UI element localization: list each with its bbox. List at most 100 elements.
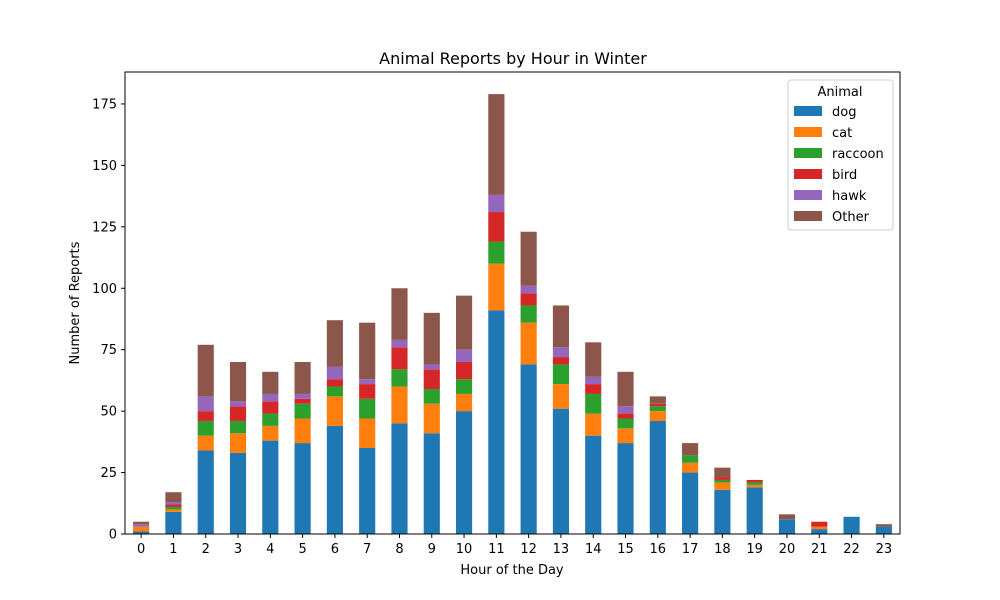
- bar-cat-hour-14: [585, 413, 602, 436]
- bar-hawk-hour-4: [262, 393, 279, 402]
- x-tick-label: 14: [585, 542, 602, 557]
- legend-swatch-dog: [794, 106, 822, 116]
- bar-bird-hour-12: [520, 293, 537, 306]
- x-tick-label: 6: [331, 542, 339, 557]
- legend-label-dog: dog: [832, 105, 856, 120]
- y-tick-label: 0: [109, 528, 117, 543]
- bar-hawk-hour-13: [552, 347, 570, 358]
- bar-cat-hour-17: [682, 462, 699, 473]
- x-tick-label: 18: [714, 542, 731, 557]
- bar-dog-hour-20: [778, 519, 796, 534]
- bar-hawk-hour-12: [520, 285, 537, 294]
- bar-other-hour-16: [649, 396, 666, 404]
- bar-raccoon-hour-14: [585, 393, 602, 414]
- bar-hawk-hour-6: [326, 366, 343, 380]
- x-tick-label: 5: [298, 542, 306, 557]
- bar-hawk-hour-14: [585, 376, 602, 385]
- bar-bird-hour-7: [359, 384, 376, 399]
- bar-raccoon-hour-18: [714, 479, 731, 483]
- bar-bird-hour-9: [423, 369, 440, 390]
- bar-bird-hour-10: [455, 361, 473, 380]
- bar-other-hour-23: [875, 524, 892, 527]
- y-tick-label: 175: [92, 97, 117, 112]
- x-tick-label: 13: [553, 542, 570, 557]
- bar-hawk-hour-11: [488, 194, 505, 213]
- x-tick-label: 0: [137, 542, 145, 557]
- bar-other-hour-18: [714, 467, 731, 478]
- bar-hawk-hour-2: [197, 396, 214, 412]
- bar-dog-hour-17: [682, 472, 699, 534]
- bar-dog-hour-4: [262, 440, 279, 534]
- bar-raccoon-hour-2: [197, 420, 214, 436]
- x-tick-label: 21: [811, 542, 828, 557]
- bar-cat-hour-21: [811, 526, 828, 530]
- bar-hawk-hour-15: [617, 406, 634, 414]
- bar-raccoon-hour-4: [262, 413, 279, 426]
- bar-cat-hour-19: [746, 484, 763, 488]
- bar-hawk-hour-9: [423, 364, 440, 370]
- bar-dog-hour-12: [520, 364, 537, 534]
- bar-bird-hour-14: [585, 384, 602, 394]
- bar-raccoon-hour-13: [552, 364, 570, 385]
- x-tick-label: 3: [234, 542, 242, 557]
- bar-raccoon-hour-6: [326, 386, 343, 397]
- legend-label-cat: cat: [832, 126, 852, 141]
- legend: Animal dog cat raccoon bird hawk Other: [787, 79, 894, 231]
- bar-other-hour-9: [423, 312, 440, 365]
- bar-dog-hour-13: [552, 408, 570, 534]
- bar-hawk-hour-5: [294, 393, 311, 399]
- bar-bird-hour-2: [197, 411, 214, 421]
- y-tick-label: 125: [92, 220, 117, 235]
- bar-dog-hour-5: [294, 443, 311, 534]
- bar-other-hour-11: [488, 94, 505, 195]
- legend-swatch-bird: [794, 169, 822, 179]
- bar-cat-hour-3: [229, 433, 247, 453]
- bar-raccoon-hour-1: [165, 506, 182, 510]
- bar-bird-hour-11: [488, 212, 505, 242]
- bar-cat-hour-2: [197, 435, 214, 451]
- bar-raccoon-hour-12: [520, 305, 537, 323]
- bar-dog-hour-23: [875, 526, 892, 534]
- legend-title: Animal: [818, 85, 863, 100]
- bar-dog-hour-19: [746, 487, 763, 534]
- bar-cat-hour-9: [423, 403, 440, 434]
- legend-items: dog cat raccoon bird hawk Other: [794, 105, 884, 225]
- bar-dog-hour-22: [843, 516, 860, 534]
- bar-dog-hour-15: [617, 443, 634, 534]
- bar-bird-hour-4: [262, 401, 279, 414]
- legend-label-bird: bird: [832, 168, 857, 183]
- bar-cat-hour-6: [326, 396, 343, 426]
- legend-label-other: Other: [832, 210, 870, 225]
- x-tick-label: 20: [779, 542, 796, 557]
- bar-cat-hour-0: [133, 526, 150, 532]
- bar-bird-hour-21: [811, 521, 828, 527]
- bar-bird-hour-13: [552, 357, 570, 365]
- y-tick-label: 50: [100, 405, 117, 420]
- bar-other-hour-6: [326, 320, 343, 367]
- y-tick-label: 25: [100, 466, 117, 481]
- bar-other-hour-3: [229, 361, 247, 402]
- bar-hawk-hour-3: [229, 401, 247, 407]
- bar-hawk-hour-1: [165, 502, 182, 505]
- x-tick-label: 11: [488, 542, 505, 557]
- bar-bird-hour-8: [391, 347, 408, 370]
- bar-raccoon-hour-19: [746, 482, 763, 485]
- bar-dog-hour-1: [165, 511, 182, 534]
- bar-other-hour-13: [552, 305, 570, 348]
- x-tick-label: 12: [520, 542, 537, 557]
- bar-dog-hour-16: [649, 420, 666, 534]
- bar-bird-hour-19: [746, 479, 763, 483]
- y-tick-label: 75: [100, 343, 117, 358]
- bar-raccoon-hour-11: [488, 241, 505, 264]
- x-tick-label: 10: [456, 542, 473, 557]
- plot-frame: [124, 71, 901, 535]
- bar-other-hour-20: [778, 514, 796, 520]
- bar-dog-hour-6: [326, 425, 343, 534]
- x-tick-label: 9: [428, 542, 436, 557]
- legend-swatch-other: [794, 211, 822, 221]
- bar-other-hour-12: [520, 231, 537, 286]
- x-tick-label: 23: [876, 542, 893, 557]
- bar-bird-hour-1: [165, 504, 182, 507]
- bar-raccoon-hour-9: [423, 389, 440, 404]
